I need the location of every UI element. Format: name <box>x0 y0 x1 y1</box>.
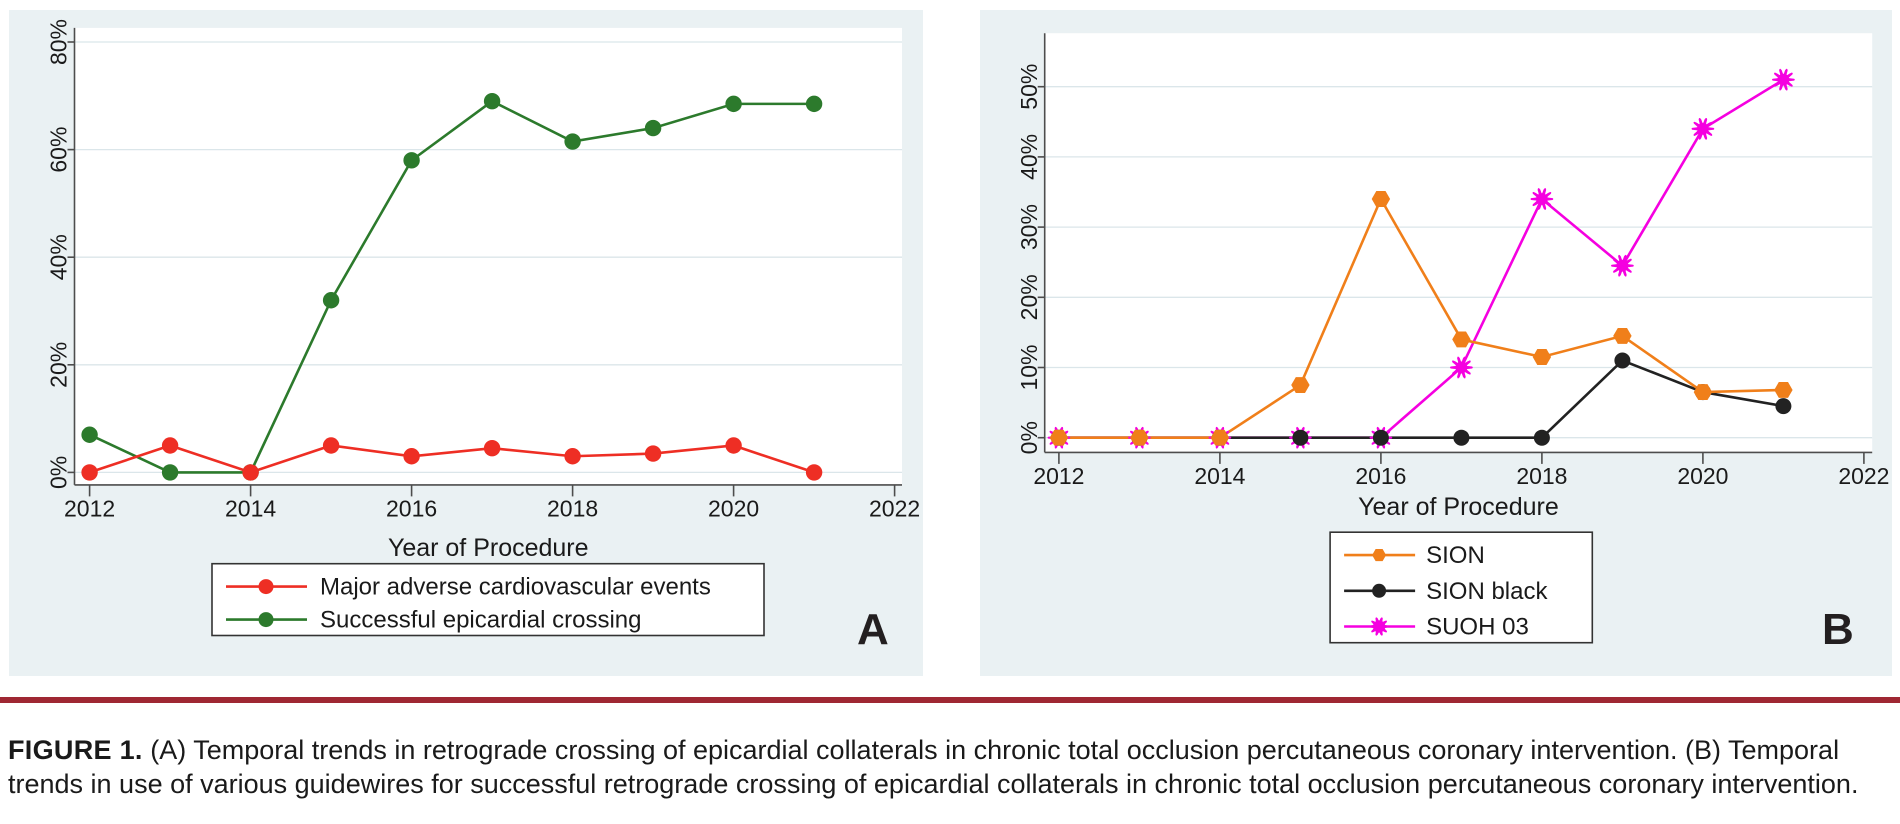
svg-text:20%: 20% <box>1016 274 1042 320</box>
svg-text:2020: 2020 <box>708 496 759 522</box>
svg-text:60%: 60% <box>46 127 72 173</box>
svg-text:2014: 2014 <box>225 496 276 522</box>
svg-text:2014: 2014 <box>1194 463 1245 489</box>
svg-text:2012: 2012 <box>64 496 115 522</box>
svg-text:2018: 2018 <box>547 496 598 522</box>
svg-text:SUOH 03: SUOH 03 <box>1426 614 1529 641</box>
svg-text:Year of Procedure: Year of Procedure <box>1358 493 1559 521</box>
svg-text:2020: 2020 <box>1677 463 1728 489</box>
svg-text:2012: 2012 <box>1033 463 1084 489</box>
svg-text:0%: 0% <box>1016 421 1042 454</box>
svg-text:50%: 50% <box>1016 64 1042 110</box>
svg-text:2016: 2016 <box>1355 463 1406 489</box>
svg-text:10%: 10% <box>1016 344 1042 390</box>
svg-text:30%: 30% <box>1016 204 1042 250</box>
svg-text:2016: 2016 <box>386 496 437 522</box>
svg-text:Year of Procedure: Year of Procedure <box>388 534 589 562</box>
svg-text:20%: 20% <box>46 342 72 388</box>
svg-text:SION: SION <box>1426 542 1485 569</box>
svg-text:40%: 40% <box>46 234 72 280</box>
svg-text:80%: 80% <box>46 19 72 65</box>
svg-text:SION black: SION black <box>1426 578 1548 605</box>
svg-text:2022: 2022 <box>869 496 920 522</box>
svg-text:40%: 40% <box>1016 134 1042 180</box>
svg-text:Major adverse cardiovascular e: Major adverse cardiovascular events <box>320 574 711 601</box>
svg-text:0%: 0% <box>46 456 72 489</box>
svg-text:2022: 2022 <box>1838 463 1889 489</box>
svg-text:2018: 2018 <box>1516 463 1567 489</box>
svg-text:Successful epicardial crossing: Successful epicardial crossing <box>320 607 641 634</box>
